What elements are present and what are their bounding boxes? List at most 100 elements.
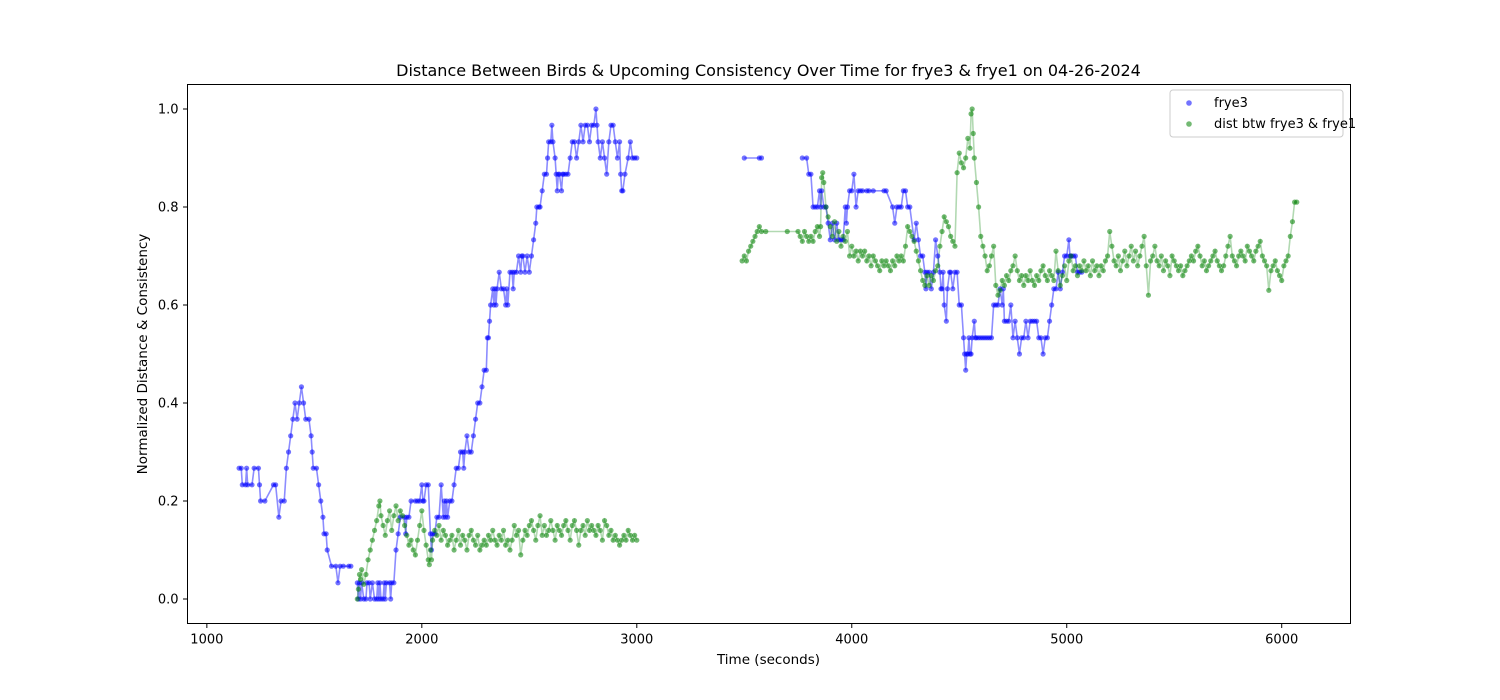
- data-point-dist: [754, 228, 760, 235]
- data-point-dist: [1137, 253, 1143, 259]
- data-point-dist: [926, 282, 932, 288]
- data-point-dist: [1175, 268, 1182, 274]
- legend-label-dist: dist btw frye3 & frye1: [1214, 117, 1356, 132]
- data-point-dist: [539, 532, 545, 538]
- data-point-dist: [580, 522, 586, 529]
- data-point-dist: [851, 253, 857, 259]
- data-point-dist: [928, 273, 934, 279]
- data-point-dist: [853, 248, 859, 254]
- data-point-frye3: [599, 139, 606, 145]
- data-point-dist: [1208, 258, 1214, 264]
- data-point-dist: [956, 150, 962, 156]
- data-point-frye3: [245, 482, 251, 488]
- data-point-dist: [578, 527, 584, 534]
- data-point-dist: [1201, 258, 1207, 264]
- data-point-dist: [1160, 268, 1167, 274]
- data-point-dist: [1178, 263, 1184, 269]
- data-point-dist: [584, 518, 590, 524]
- data-point-dist: [357, 576, 364, 583]
- data-point-dist: [503, 542, 509, 548]
- data-point-dist: [371, 527, 378, 534]
- data-point-dist: [1143, 263, 1149, 269]
- data-point-dist: [604, 522, 610, 529]
- data-point-dist: [601, 518, 608, 524]
- y-axis-ticks: 0.0 0.2 0.4 0.6 0.8 1.0: [158, 103, 188, 608]
- data-point-dist: [410, 547, 416, 553]
- data-point-frye3: [367, 596, 373, 602]
- legend-box: [1169, 89, 1344, 138]
- data-point-frye3: [348, 563, 354, 569]
- data-point-frye3: [421, 498, 427, 504]
- data-point-dist: [1195, 243, 1201, 249]
- data-point-frye3: [494, 286, 500, 292]
- data-point-dist: [470, 537, 477, 543]
- data-point-dist: [367, 547, 373, 553]
- data-point-frye3: [496, 269, 502, 275]
- data-point-frye3: [586, 139, 593, 145]
- data-point-dist: [621, 532, 627, 538]
- data-point-dist: [423, 542, 429, 548]
- data-point-dist: [1083, 268, 1089, 274]
- data-point-dist: [434, 532, 440, 538]
- data-point-dist: [589, 522, 595, 529]
- data-point-frye3: [920, 253, 926, 259]
- data-point-dist: [472, 542, 479, 548]
- data-point-dist: [844, 228, 851, 235]
- data-point-frye3: [558, 188, 565, 194]
- data-point-dist: [567, 537, 573, 543]
- data-point-frye3: [866, 188, 872, 194]
- data-point-frye3: [513, 269, 520, 275]
- data-point-dist: [563, 518, 569, 524]
- data-point-dist: [614, 537, 621, 543]
- data-point-frye3: [395, 531, 401, 537]
- data-point-frye3: [505, 302, 511, 308]
- data-point-dist: [909, 233, 915, 239]
- data-point-dist: [1068, 253, 1074, 259]
- data-point-dist: [1008, 268, 1014, 274]
- data-point-dist: [629, 537, 636, 543]
- data-point-dist: [1272, 258, 1278, 264]
- data-point-frye3: [963, 367, 969, 373]
- data-point-dist: [984, 268, 990, 274]
- data-point-frye3: [324, 547, 330, 553]
- data-point-dist: [402, 522, 408, 529]
- data-point-frye3: [377, 580, 383, 586]
- data-point-frye3: [595, 139, 601, 145]
- data-point-dist: [382, 532, 388, 538]
- x-tick-label: 2000: [405, 633, 438, 648]
- data-point-dist: [752, 233, 758, 239]
- data-point-frye3: [333, 563, 339, 569]
- data-point-frye3: [406, 514, 412, 520]
- data-point-dist: [554, 522, 560, 529]
- data-point-dist: [1115, 253, 1121, 259]
- data-point-frye3: [281, 498, 287, 504]
- data-point-dist: [1244, 243, 1250, 249]
- data-point-frye3: [843, 220, 849, 226]
- data-point-dist: [907, 228, 913, 235]
- data-point-dist: [1173, 263, 1179, 269]
- data-point-dist: [1100, 268, 1106, 274]
- data-point-frye3: [292, 400, 298, 406]
- data-point-dist: [870, 253, 876, 259]
- data-point-frye3: [470, 433, 477, 439]
- data-point-frye3: [249, 482, 255, 488]
- data-point-dist: [840, 233, 846, 239]
- data-point-frye3: [618, 171, 624, 177]
- data-point-dist: [958, 160, 965, 166]
- data-point-dist: [397, 508, 403, 514]
- data-point-dist: [1294, 199, 1300, 205]
- data-point-frye3: [958, 302, 965, 308]
- data-point-dist: [795, 228, 801, 235]
- data-point-dist: [971, 155, 977, 161]
- data-point-dist: [511, 522, 517, 529]
- data-point-frye3: [1023, 318, 1029, 324]
- data-point-dist: [558, 532, 565, 538]
- data-point-dist: [1053, 248, 1059, 254]
- data-point-dist: [1072, 263, 1078, 269]
- data-point-dist: [1055, 268, 1061, 274]
- data-point-frye3: [565, 171, 571, 177]
- data-point-frye3: [262, 498, 268, 504]
- x-axis-label: Time (seconds): [716, 652, 820, 668]
- data-point-dist: [524, 532, 530, 538]
- data-point-dist: [933, 268, 939, 274]
